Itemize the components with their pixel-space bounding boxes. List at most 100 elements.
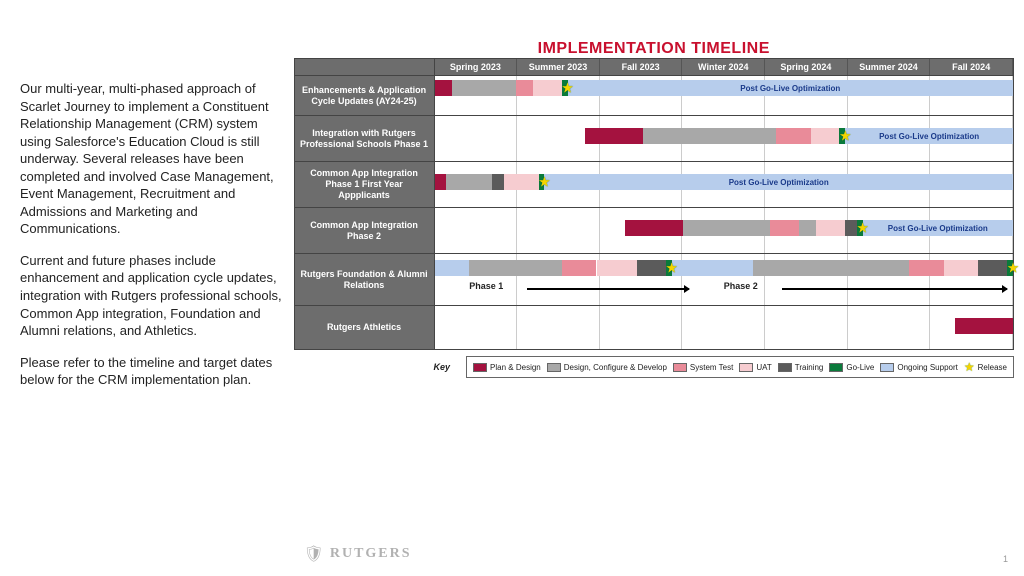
segment-design <box>799 220 816 236</box>
legend-swatch <box>673 363 687 372</box>
legend-item: Training <box>778 363 824 372</box>
track: Common App Integration Phase 1 First Yea… <box>295 161 1013 207</box>
track: Rutgers Foundation & Alumni Relations★★P… <box>295 253 1013 305</box>
track: Integration with Rutgers Professional Sc… <box>295 115 1013 161</box>
track: Common App Integration Phase 2Post Go-Li… <box>295 207 1013 253</box>
legend-item: Design, Configure & Develop <box>547 363 667 372</box>
track-body: Post Go-Live Optimization★ <box>435 116 1013 161</box>
phase-label: Phase 2 <box>724 281 758 291</box>
legend-label: System Test <box>690 363 733 372</box>
legend-item: Ongoing Support <box>880 363 958 372</box>
release-star-icon: ★ <box>561 80 574 97</box>
header-cell: Fall 2023 <box>600 59 683 75</box>
segment-support: Post Go-Live Optimization <box>845 128 1013 144</box>
segment-design <box>452 80 516 96</box>
brand-text: RUTGERS <box>330 546 412 562</box>
segment-design <box>469 260 562 276</box>
header-cell: Fall 2024 <box>930 59 1013 75</box>
release-star-icon: ★ <box>1007 260 1020 277</box>
description-column: Our multi-year, multi-phased approach of… <box>20 40 294 566</box>
segment-training <box>845 220 857 236</box>
header-cell: Spring 2023 <box>435 59 518 75</box>
segment-training <box>978 260 1007 276</box>
segment-training <box>492 174 504 190</box>
segment-uat <box>944 260 979 276</box>
header-cell: Spring 2024 <box>765 59 848 75</box>
phase-arrow-icon <box>527 288 689 290</box>
segment-support: Post Go-Live Optimization <box>544 174 1013 190</box>
release-star-icon: ★ <box>665 260 678 277</box>
legend-label: Design, Configure & Develop <box>564 363 667 372</box>
track-label: Common App Integration Phase 2 <box>295 208 435 253</box>
track-label: Rutgers Foundation & Alumni Relations <box>295 254 435 305</box>
legend-swatch <box>778 363 792 372</box>
release-star-icon: ★ <box>538 174 551 191</box>
footer-brand: 🛡 RUTGERS <box>304 544 412 564</box>
legend-title: Key <box>434 362 451 372</box>
phase-arrow-icon <box>782 288 1008 290</box>
segment-support <box>435 260 470 276</box>
track-label: Rutgers Athletics <box>295 306 435 349</box>
track-body: Post Go-Live Optimization★ <box>435 208 1013 253</box>
track-body <box>435 306 1013 349</box>
legend-label: Ongoing Support <box>897 363 958 372</box>
segment-design <box>446 174 492 190</box>
segment-systest <box>516 80 533 96</box>
segment-uat <box>816 220 845 236</box>
segment-training <box>637 260 666 276</box>
track-label: Common App Integration Phase 1 First Yea… <box>295 162 435 207</box>
track-label: Integration with Rutgers Professional Sc… <box>295 116 435 161</box>
segment-systest <box>776 128 811 144</box>
header-cell: Summer 2024 <box>848 59 931 75</box>
legend-swatch <box>547 363 561 372</box>
segment-plan <box>625 220 683 236</box>
segment-plan <box>955 318 1013 334</box>
legend-label: Training <box>795 363 824 372</box>
paragraph-2: Current and future phases include enhanc… <box>20 252 284 340</box>
segment-uat <box>533 80 562 96</box>
chart-title: IMPLEMENTATION TIMELINE <box>294 40 1014 58</box>
legend-item: UAT <box>739 363 771 372</box>
header-cell: Winter 2024 <box>682 59 765 75</box>
legend-label: Release <box>978 363 1007 372</box>
header-row: Spring 2023Summer 2023Fall 2023Winter 20… <box>295 59 1013 75</box>
legend-swatch <box>829 363 843 372</box>
segment-uat <box>597 260 637 276</box>
segment-support: Post Go-Live Optimization <box>863 220 1013 236</box>
segment-plan <box>435 80 452 96</box>
legend-swatch <box>473 363 487 372</box>
legend-item: ★Release <box>964 360 1007 374</box>
gantt-chart: Spring 2023Summer 2023Fall 2023Winter 20… <box>294 58 1014 350</box>
track-body: ★★Phase 1Phase 2 <box>435 254 1013 305</box>
phase-label: Phase 1 <box>469 281 503 291</box>
paragraph-3: Please refer to the timeline and target … <box>20 354 284 389</box>
shield-icon: 🛡 <box>304 544 324 564</box>
segment-design <box>753 260 909 276</box>
segment-support <box>672 260 753 276</box>
segment-plan <box>585 128 643 144</box>
legend-wrap: Key Plan & Design Design, Configure & Dev… <box>294 356 1014 378</box>
paragraph-1: Our multi-year, multi-phased approach of… <box>20 80 284 238</box>
segment-uat <box>504 174 539 190</box>
segment-design <box>643 128 776 144</box>
header-cell: Summer 2023 <box>517 59 600 75</box>
track-label: Enhancements & Application Cycle Updates… <box>295 76 435 115</box>
release-star-icon: ★ <box>839 128 852 145</box>
track-body: Post Go-Live Optimization★ <box>435 76 1013 115</box>
segment-plan <box>435 174 447 190</box>
page-number: 1 <box>1003 554 1008 564</box>
legend-label: Go-Live <box>846 363 874 372</box>
segment-systest <box>562 260 597 276</box>
track: Enhancements & Application Cycle Updates… <box>295 75 1013 115</box>
legend-item: Go-Live <box>829 363 874 372</box>
segment-uat <box>811 128 840 144</box>
legend: Plan & Design Design, Configure & Develop… <box>466 356 1014 378</box>
segment-support: Post Go-Live Optimization <box>568 80 1013 96</box>
segment-systest <box>770 220 799 236</box>
legend-label: Plan & Design <box>490 363 541 372</box>
legend-swatch <box>739 363 753 372</box>
legend-label: UAT <box>756 363 771 372</box>
timeline-column: IMPLEMENTATION TIMELINE Spring 2023Summe… <box>294 40 1014 566</box>
track: Rutgers Athletics <box>295 305 1013 349</box>
segment-systest <box>909 260 944 276</box>
